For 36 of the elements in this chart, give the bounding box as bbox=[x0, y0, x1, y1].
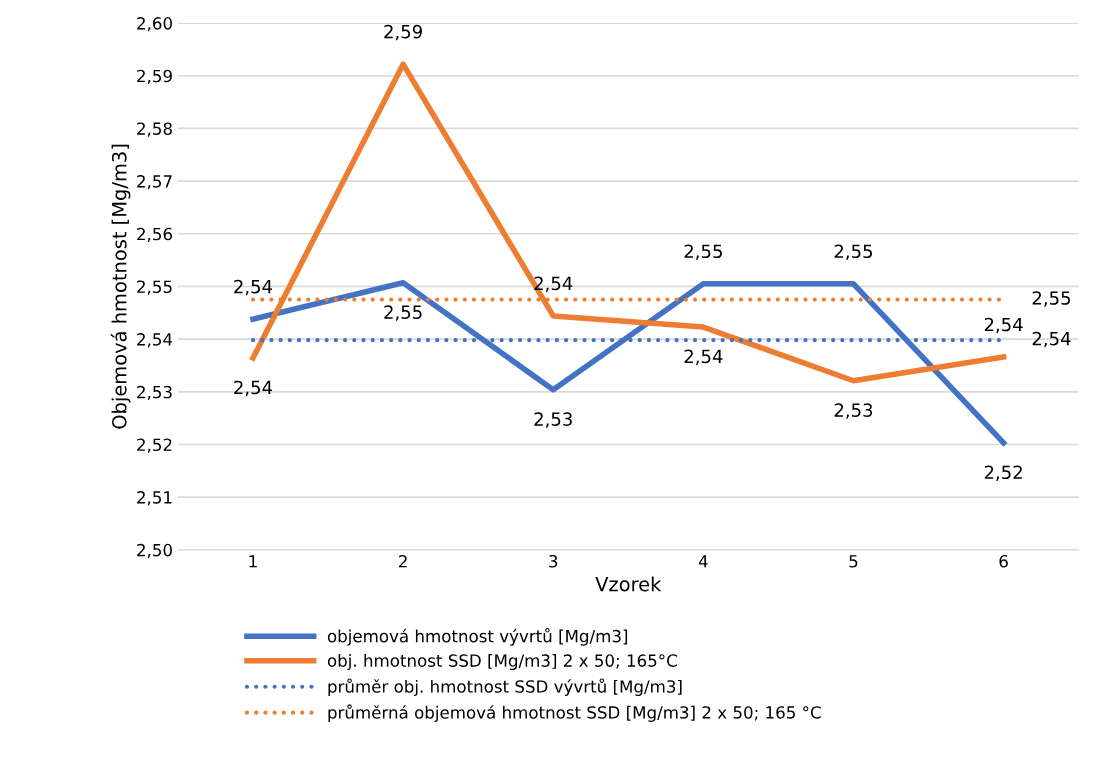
y-tick-label: 2,58 bbox=[137, 122, 172, 137]
data-label: 2,52 bbox=[984, 465, 1022, 481]
legend-label: objemová hmotnost vývrtů [Mg/m3] bbox=[327, 628, 628, 646]
x-tick-label: 1 bbox=[249, 555, 257, 568]
y-tick-label: 2,53 bbox=[137, 385, 172, 401]
x-tick-label: 6 bbox=[999, 554, 1008, 568]
data-label: 2,54 bbox=[234, 279, 273, 296]
y-tick-label: 2,56 bbox=[137, 227, 173, 243]
x-tick-label: 3 bbox=[549, 554, 558, 568]
data-label: 2,55 bbox=[1032, 291, 1070, 307]
y-tick-label: 2,52 bbox=[137, 438, 172, 453]
y-tick-label: 2,59 bbox=[137, 69, 172, 85]
legend-label: průměrná objemová hmotnost SSD [Mg/m3] 2 x 50; 165 °C bbox=[328, 704, 821, 722]
legend-label: průměr obj. hmotnost SSD vývrtů [Mg/m3] bbox=[328, 678, 682, 697]
y-tick-label: 2,60 bbox=[137, 17, 172, 32]
data-label: 2,55 bbox=[684, 244, 722, 260]
y-tick-label: 2,57 bbox=[137, 175, 172, 190]
data-label: 2,54 bbox=[684, 349, 723, 366]
data-label: 2,59 bbox=[384, 24, 422, 41]
data-label: 2,55 bbox=[834, 244, 872, 260]
x-axis-title: Vzorek bbox=[595, 576, 662, 592]
y-tick-label: 2,50 bbox=[137, 543, 172, 559]
data-label: 2,54 bbox=[984, 317, 1023, 334]
y-tick-label: 2,51 bbox=[137, 491, 172, 506]
x-tick-label: 4 bbox=[698, 555, 708, 568]
y-tick-label: 2,55 bbox=[137, 280, 172, 295]
legend-label: obj. hmotnost SSD [Mg/m3] 2 x 50; 165°C bbox=[327, 653, 677, 671]
y-axis-title: Objemová hmotnost [Mg/m3] bbox=[110, 144, 131, 429]
x-tick-label: 2 bbox=[399, 554, 407, 568]
data-label: 2,54 bbox=[1032, 331, 1071, 348]
data-label: 2,54 bbox=[234, 380, 273, 397]
data-label: 2,53 bbox=[534, 412, 572, 428]
data-label: 2,53 bbox=[834, 403, 873, 419]
x-tick-label: 5 bbox=[849, 555, 858, 568]
y-tick-label: 2,54 bbox=[137, 333, 173, 348]
data-label: 2,55 bbox=[384, 305, 422, 321]
